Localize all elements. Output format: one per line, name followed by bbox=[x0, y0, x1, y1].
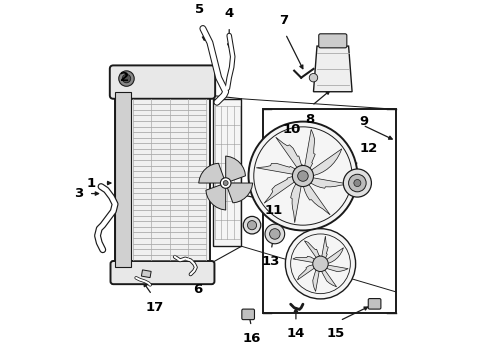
Polygon shape bbox=[198, 163, 226, 183]
Polygon shape bbox=[303, 176, 330, 215]
Circle shape bbox=[313, 256, 328, 271]
Bar bbox=[115, 92, 131, 267]
Polygon shape bbox=[314, 46, 352, 92]
Polygon shape bbox=[313, 264, 320, 292]
Circle shape bbox=[223, 181, 228, 185]
Circle shape bbox=[220, 178, 231, 188]
Text: 15: 15 bbox=[326, 327, 345, 340]
Polygon shape bbox=[291, 176, 303, 223]
Text: 4: 4 bbox=[224, 7, 234, 20]
Circle shape bbox=[285, 229, 356, 299]
Circle shape bbox=[270, 229, 280, 239]
Text: 2: 2 bbox=[120, 71, 129, 84]
Polygon shape bbox=[304, 241, 320, 264]
Circle shape bbox=[343, 169, 371, 197]
Circle shape bbox=[119, 71, 134, 86]
Polygon shape bbox=[303, 129, 315, 176]
Text: 5: 5 bbox=[195, 3, 204, 16]
FancyBboxPatch shape bbox=[242, 309, 254, 320]
Bar bbox=[115, 92, 210, 267]
Polygon shape bbox=[256, 163, 303, 176]
Polygon shape bbox=[303, 176, 350, 188]
Circle shape bbox=[354, 180, 361, 186]
Circle shape bbox=[248, 122, 357, 230]
Text: 13: 13 bbox=[261, 255, 279, 268]
Bar bbox=[214, 99, 242, 246]
Polygon shape bbox=[320, 248, 343, 264]
Polygon shape bbox=[320, 236, 328, 264]
FancyBboxPatch shape bbox=[368, 298, 381, 309]
Polygon shape bbox=[226, 156, 245, 183]
Circle shape bbox=[348, 174, 366, 192]
Text: 11: 11 bbox=[264, 204, 283, 217]
Circle shape bbox=[247, 221, 257, 230]
Bar bbox=[263, 109, 396, 313]
Circle shape bbox=[297, 171, 308, 181]
Text: 8: 8 bbox=[305, 113, 315, 126]
Circle shape bbox=[122, 75, 131, 83]
Polygon shape bbox=[226, 183, 253, 203]
FancyBboxPatch shape bbox=[318, 34, 347, 48]
Text: 16: 16 bbox=[242, 332, 261, 345]
Text: 6: 6 bbox=[193, 283, 202, 296]
Polygon shape bbox=[276, 137, 303, 176]
Polygon shape bbox=[264, 176, 303, 203]
FancyBboxPatch shape bbox=[111, 261, 215, 284]
Text: 14: 14 bbox=[287, 327, 305, 340]
FancyBboxPatch shape bbox=[110, 66, 215, 99]
Polygon shape bbox=[320, 264, 337, 287]
Circle shape bbox=[243, 216, 261, 234]
Circle shape bbox=[265, 224, 285, 244]
Text: 9: 9 bbox=[359, 115, 368, 128]
Bar bbox=[142, 270, 151, 278]
Text: 1: 1 bbox=[87, 176, 96, 189]
Text: 12: 12 bbox=[359, 142, 377, 155]
Text: 7: 7 bbox=[279, 14, 288, 27]
Text: 3: 3 bbox=[74, 187, 83, 200]
Polygon shape bbox=[303, 149, 342, 176]
Polygon shape bbox=[320, 264, 348, 271]
Circle shape bbox=[293, 166, 314, 186]
Circle shape bbox=[309, 73, 318, 82]
Polygon shape bbox=[297, 264, 320, 280]
Polygon shape bbox=[293, 256, 320, 264]
Text: 17: 17 bbox=[145, 301, 164, 314]
Text: 10: 10 bbox=[283, 123, 301, 136]
Polygon shape bbox=[206, 183, 226, 210]
